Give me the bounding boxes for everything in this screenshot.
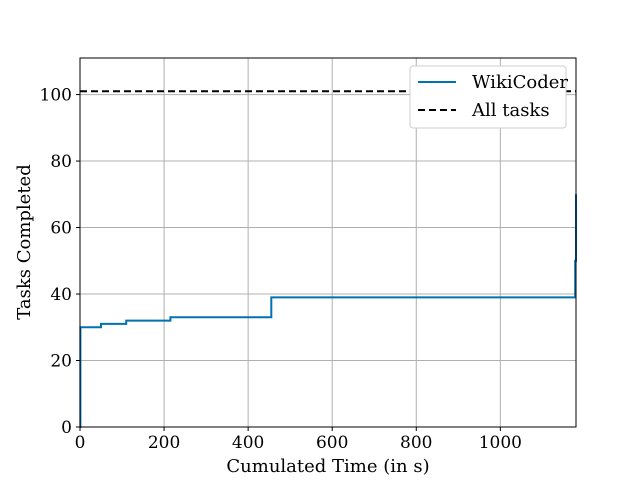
plot-frame xyxy=(79,57,577,428)
legend-label-all-tasks: All tasks xyxy=(471,100,550,121)
tick-layer: 0 200 400 600 800 1000 0 20 40 60 80 100 xyxy=(40,86,522,453)
x-axis-label: Cumulated Time (in s) xyxy=(226,456,429,477)
x-tick-label: 0 xyxy=(75,433,86,453)
y-tick-label: 100 xyxy=(40,86,72,106)
x-tick-label: 1000 xyxy=(479,433,522,453)
series-line-wikicoder xyxy=(79,194,577,428)
y-tick-label: 20 xyxy=(50,352,72,372)
y-tick-label: 80 xyxy=(50,152,72,172)
legend: WikiCoder All tasks xyxy=(409,65,568,129)
y-axis-label: Tasks Completed xyxy=(14,164,35,319)
x-tick-label: 400 xyxy=(232,433,264,453)
legend-label-wikicoder: WikiCoder xyxy=(472,72,568,93)
y-tick-label: 60 xyxy=(50,219,72,239)
y-tick-label: 0 xyxy=(61,418,72,438)
x-tick-label: 800 xyxy=(400,433,432,453)
y-tick-label: 40 xyxy=(50,285,72,305)
x-tick-label: 600 xyxy=(316,433,348,453)
series-layer xyxy=(79,90,577,428)
x-tick-label: 200 xyxy=(148,433,180,453)
